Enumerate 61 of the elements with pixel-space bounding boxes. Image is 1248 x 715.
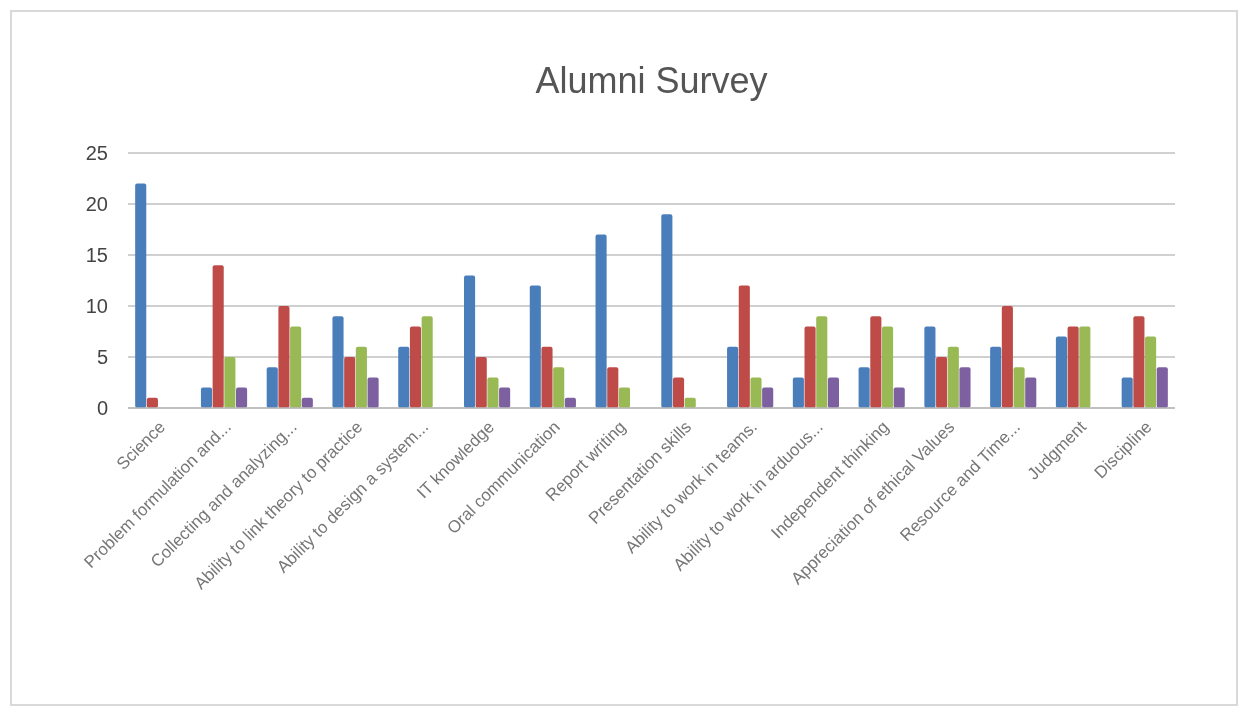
bar: [344, 357, 356, 408]
bar: [529, 285, 541, 408]
bar: [409, 326, 422, 408]
bar: [792, 377, 804, 408]
bar: [553, 367, 565, 408]
bar: [236, 387, 248, 408]
bar: [804, 326, 816, 408]
y-tick-label: 5: [96, 346, 108, 368]
bar: [355, 346, 367, 408]
y-tick-label: 20: [85, 193, 108, 215]
bar: [463, 275, 476, 408]
bar: [1067, 326, 1079, 408]
bar: [595, 234, 607, 408]
bar: [367, 377, 379, 408]
bar: [332, 316, 344, 408]
bar: [1133, 316, 1145, 408]
bar: [727, 346, 739, 408]
bar: [1156, 367, 1168, 408]
bar: [947, 346, 959, 408]
bar: [224, 357, 236, 408]
chart-title: Alumni Survey: [535, 60, 768, 101]
bar: [990, 346, 1002, 408]
bar: [487, 377, 499, 408]
bar: [278, 306, 290, 408]
bar: [827, 377, 840, 408]
bar: [936, 357, 948, 408]
bar: [1121, 377, 1133, 408]
bar: [499, 387, 511, 408]
bar: [398, 346, 410, 408]
bar: [266, 367, 278, 408]
bar: [1025, 377, 1037, 408]
bar: [816, 316, 828, 408]
bar: [893, 387, 905, 408]
y-tick-label: 0: [96, 397, 108, 419]
bar: [762, 387, 774, 408]
bar: [135, 183, 147, 408]
bar: [1013, 367, 1025, 408]
bar: [290, 326, 302, 408]
y-tick-label: 10: [85, 295, 108, 317]
y-tick-label: 25: [85, 142, 108, 164]
bar: [1001, 306, 1013, 408]
bar: [607, 367, 619, 408]
bar: [738, 285, 750, 408]
bar: [924, 326, 936, 408]
bar: [661, 214, 673, 408]
bar: [1145, 336, 1157, 408]
bar: [475, 357, 487, 408]
bar: [959, 367, 971, 408]
bar: [750, 377, 762, 408]
bar: [618, 387, 631, 408]
bar: [1079, 326, 1091, 408]
bar: [200, 387, 213, 408]
bar: [541, 346, 553, 408]
bar: [672, 377, 685, 408]
bar: [858, 367, 870, 408]
bar: [212, 265, 224, 408]
bar: [870, 316, 882, 408]
bar: [881, 326, 894, 408]
bar: [1055, 336, 1067, 408]
y-tick-label: 15: [85, 244, 108, 266]
bar: [421, 316, 433, 408]
